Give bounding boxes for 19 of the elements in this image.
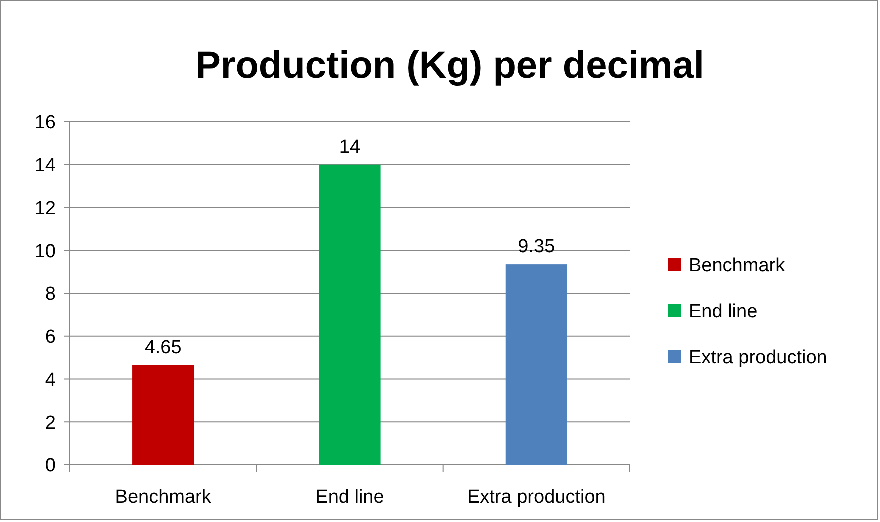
y-tick-label: 10 [34,241,56,262]
legend-label: Extra production [689,348,828,369]
y-tick-label: 2 [45,412,56,434]
data-label: 14 [339,136,361,158]
chart-title: Production (Kg) per decimal [196,45,704,87]
y-tick-label: 8 [45,284,56,306]
legend-label: Benchmark [689,256,786,277]
y-tick-label: 16 [34,112,56,134]
legend-label: End line [689,302,758,323]
y-tick-label: 14 [34,156,56,177]
y-tick-label: 6 [45,327,56,348]
y-tick-label: 0 [45,456,56,477]
x-tick-label: Benchmark [115,487,212,508]
data-label: 9.35 [518,236,556,258]
x-tick-label: End line [316,487,384,508]
y-tick-label: 12 [34,198,56,220]
x-tick-label: Extra production [467,487,606,508]
y-tick-label: 4 [45,370,56,391]
data-label: 4.65 [144,337,182,358]
